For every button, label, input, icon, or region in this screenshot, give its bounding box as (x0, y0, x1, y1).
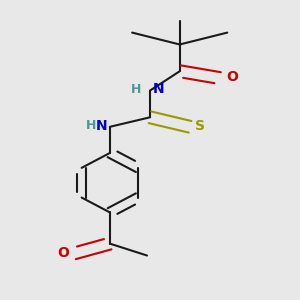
Text: H: H (86, 119, 97, 132)
Text: N: N (96, 118, 108, 133)
Text: O: O (57, 246, 69, 260)
Text: N: N (152, 82, 164, 96)
Text: H: H (131, 82, 142, 96)
Text: S: S (195, 119, 205, 133)
Text: O: O (226, 70, 238, 85)
